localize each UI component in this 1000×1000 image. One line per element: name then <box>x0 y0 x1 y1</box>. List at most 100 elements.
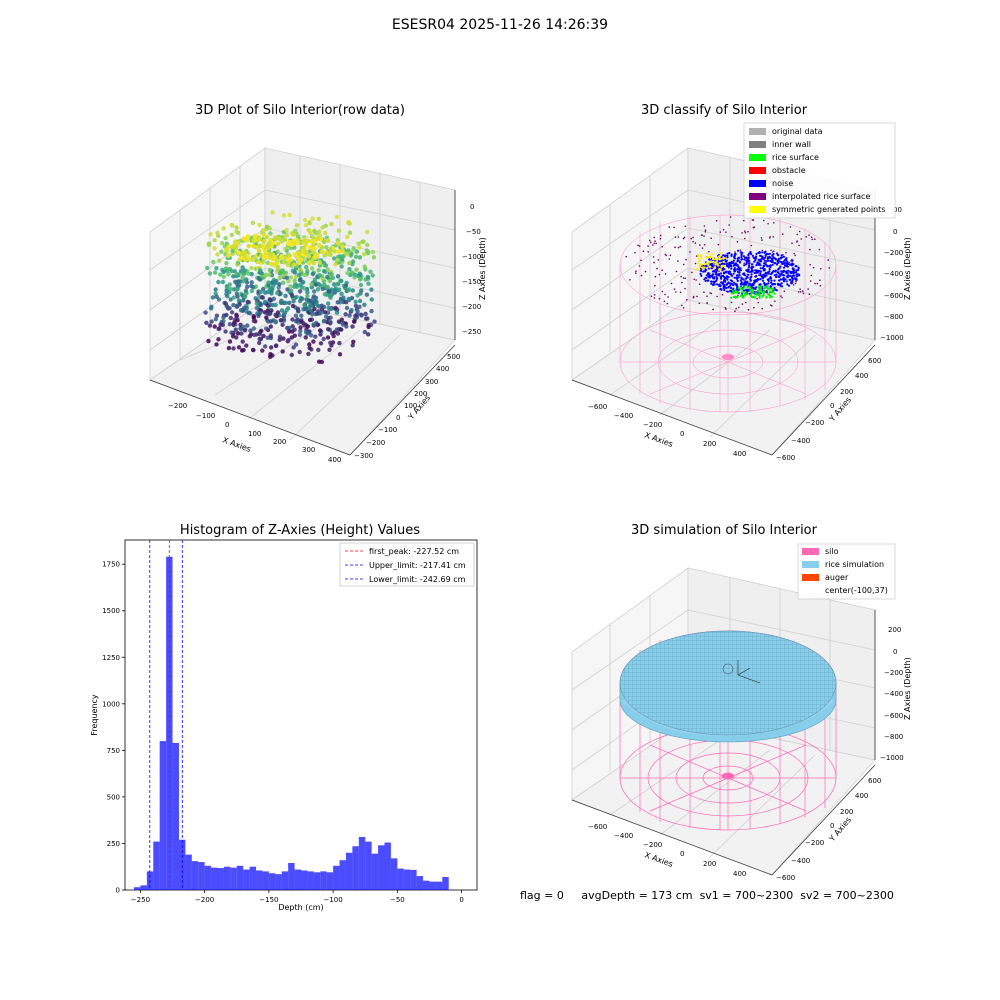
raw-point <box>296 272 302 278</box>
raw-point <box>294 319 299 324</box>
classify-point <box>751 292 753 295</box>
raw-y-tick: 100 <box>404 402 417 410</box>
classify-point <box>732 272 735 275</box>
raw-point <box>269 280 274 286</box>
raw-point <box>287 325 292 331</box>
raw-point <box>296 309 301 314</box>
histogram-bar <box>146 871 154 890</box>
raw-point <box>264 315 269 320</box>
classify-point <box>793 277 796 280</box>
raw-point <box>366 250 371 255</box>
raw-point <box>253 284 259 289</box>
classify-point <box>782 254 784 256</box>
raw-point <box>223 329 228 334</box>
classify-point <box>793 277 797 280</box>
classify-point <box>719 268 722 271</box>
histogram-y-tick-label: 750 <box>107 747 120 755</box>
classify-point <box>747 254 750 257</box>
raw-point <box>225 294 230 299</box>
histogram-bar <box>211 867 218 890</box>
raw-point <box>292 333 297 338</box>
raw-point <box>349 251 354 257</box>
raw-point <box>339 317 344 322</box>
classify-point <box>708 276 712 279</box>
raw-point <box>288 275 293 280</box>
histogram-bar <box>384 842 391 890</box>
raw-point <box>290 244 295 250</box>
classify-point <box>767 256 771 259</box>
classify-point <box>732 295 736 299</box>
classify-point <box>808 293 811 296</box>
raw-point <box>275 249 280 254</box>
classify-point <box>715 267 719 270</box>
raw-point <box>279 269 284 274</box>
classify-point <box>730 274 734 277</box>
classify-point <box>746 275 749 278</box>
classify-point <box>717 268 720 271</box>
raw-y-label: Y Axies <box>406 393 432 422</box>
raw-point <box>249 280 254 285</box>
classify-point <box>724 307 727 309</box>
classify-point <box>762 275 765 279</box>
raw-point <box>269 255 274 260</box>
classify-point <box>769 277 773 280</box>
raw-point <box>359 274 364 279</box>
classify-point <box>732 284 735 287</box>
raw-point <box>220 322 226 328</box>
raw-point <box>216 337 221 342</box>
classify-point <box>768 272 770 274</box>
raw-point <box>291 232 296 237</box>
legend-label-noise: noise <box>772 179 793 188</box>
classify-point <box>790 275 793 278</box>
raw-point <box>275 269 280 274</box>
classify-point <box>750 266 753 269</box>
classify-point <box>718 283 721 287</box>
classify-point <box>708 266 711 269</box>
raw-point <box>242 294 248 299</box>
raw-point <box>256 313 261 319</box>
classify-point <box>723 255 727 258</box>
classify-point <box>741 303 744 305</box>
raw-point <box>310 299 315 305</box>
classify-point <box>725 231 727 233</box>
raw-point <box>335 238 340 243</box>
classify-point <box>675 270 678 273</box>
classify-point <box>664 273 667 275</box>
histogram-bar <box>198 862 205 890</box>
raw-point <box>317 243 322 248</box>
raw-point <box>251 315 256 320</box>
classify-point <box>737 249 740 252</box>
histogram-bar <box>166 556 173 890</box>
raw-point <box>340 244 345 249</box>
histogram-bar <box>307 871 314 890</box>
classify-point <box>739 288 742 291</box>
classify-point <box>719 252 722 255</box>
classify-point <box>673 226 675 229</box>
classify-point <box>712 280 715 283</box>
histogram-bar <box>217 868 224 890</box>
raw-point <box>322 285 327 290</box>
raw-point <box>370 250 376 255</box>
classify-point <box>743 237 746 240</box>
classify-point <box>714 270 718 273</box>
classify-point <box>742 296 745 299</box>
raw-point <box>221 274 226 279</box>
raw-point <box>305 324 311 329</box>
classify-point <box>704 276 707 279</box>
classify-point <box>764 254 767 257</box>
raw-point <box>358 312 364 317</box>
raw-point <box>245 254 250 259</box>
raw-point <box>297 260 302 265</box>
classify-point <box>708 265 711 268</box>
classify-point <box>635 272 637 274</box>
classify-point <box>793 274 796 277</box>
classify-point <box>754 279 757 282</box>
raw-point <box>300 246 305 251</box>
classify-point <box>783 259 787 262</box>
classify-point <box>703 270 706 273</box>
raw-point <box>335 281 341 287</box>
raw-point <box>257 243 263 248</box>
raw-point <box>235 272 240 277</box>
classify-point <box>724 258 727 261</box>
raw-point <box>221 313 227 318</box>
